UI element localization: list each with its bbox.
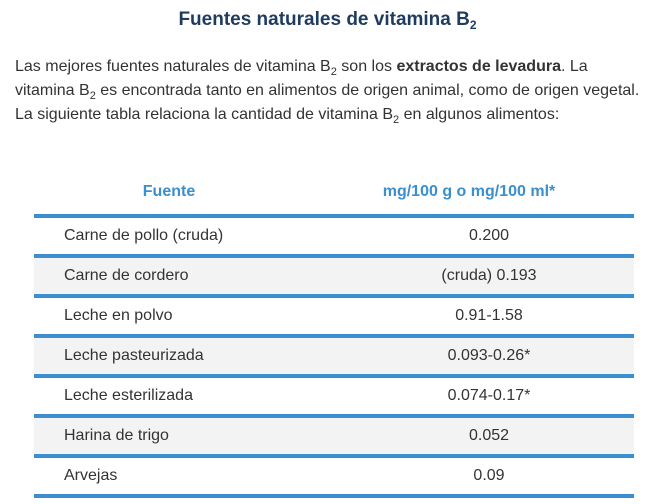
intro-subscript-1: 2 xyxy=(330,66,337,78)
table-row: Leche esterilizada 0.074-0.17* xyxy=(34,376,634,418)
header-amount: mg/100 g o mg/100 ml* xyxy=(304,177,634,218)
cell-amount: 0.91-1.58 xyxy=(304,296,634,338)
table-body: Carne de pollo (cruda) 0.200 Carne de co… xyxy=(34,216,634,498)
intro-subscript-3: 2 xyxy=(393,114,400,126)
table-row: Carne de cordero (cruda) 0.193 xyxy=(34,256,634,298)
intro-text-1: Las mejores fuentes naturales de vitamin… xyxy=(15,58,331,75)
table-row: Leche en polvo 0.91-1.58 xyxy=(34,296,634,338)
table-header-row: Fuente mg/100 g o mg/100 ml* xyxy=(34,177,634,218)
cell-amount: 0.200 xyxy=(304,216,634,258)
cell-amount: (cruda) 0.193 xyxy=(304,256,634,298)
intro-text-3: . La vitamina B xyxy=(15,58,588,99)
table-row: Carne de pollo (cruda) 0.200 xyxy=(34,216,634,258)
cell-source: Carne de pollo (cruda) xyxy=(34,216,304,258)
title-subscript: 2 xyxy=(469,18,477,32)
cell-source: Leche pasteurizada xyxy=(34,336,304,378)
title-text: Fuentes naturales de vitamina B xyxy=(178,9,470,30)
table-row: Arvejas 0.09 xyxy=(34,456,634,498)
intro-subscript-2: 2 xyxy=(89,90,96,102)
cell-source: Leche esterilizada xyxy=(34,376,304,418)
cell-source: Harina de trigo xyxy=(34,416,304,458)
header-source: Fuente xyxy=(34,177,304,218)
table-row: Leche pasteurizada 0.093-0.26* xyxy=(34,336,634,378)
table-header: Fuente mg/100 g o mg/100 ml* xyxy=(34,177,634,218)
vitamin-table-container: Fuente mg/100 g o mg/100 ml* Carne de po… xyxy=(34,177,634,498)
table-row: Harina de trigo 0.052 xyxy=(34,416,634,458)
intro-text-2: son los xyxy=(336,58,397,75)
intro-paragraph: Las mejores fuentes naturales de vitamin… xyxy=(15,55,645,127)
vitamin-table: Fuente mg/100 g o mg/100 ml* Carne de po… xyxy=(34,177,634,498)
intro-text-4: es encontrada tanto en alimentos de orig… xyxy=(15,82,640,123)
cell-amount: 0.074-0.17* xyxy=(304,376,634,418)
cell-source: Carne de cordero xyxy=(34,256,304,298)
cell-source: Leche en polvo xyxy=(34,296,304,338)
page-title: Fuentes naturales de vitamina B2 xyxy=(0,8,655,32)
cell-amount: 0.052 xyxy=(304,416,634,458)
intro-text-5: en algunos alimentos: xyxy=(399,106,560,123)
cell-source: Arvejas xyxy=(34,456,304,498)
cell-amount: 0.093-0.26* xyxy=(304,336,634,378)
intro-bold: extractos de levadura xyxy=(396,58,561,75)
cell-amount: 0.09 xyxy=(304,456,634,498)
